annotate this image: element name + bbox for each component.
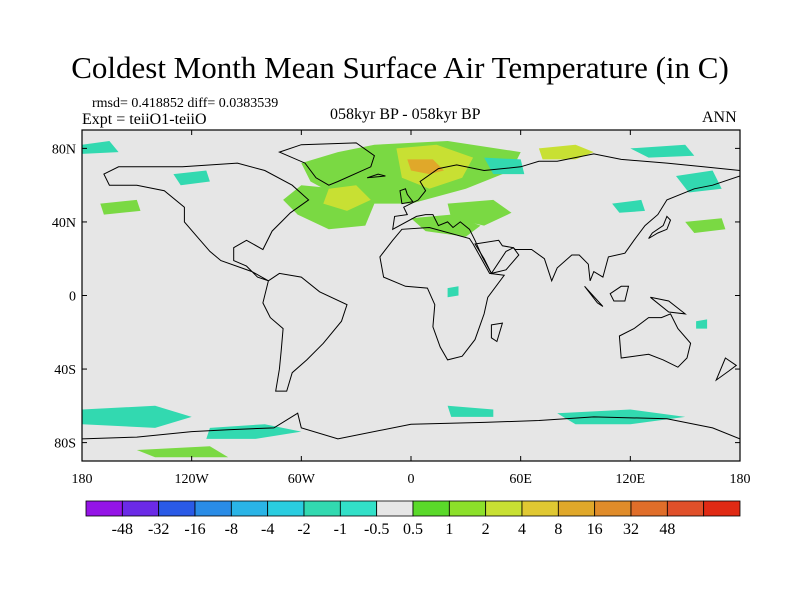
coastline-sumatra: [584, 285, 604, 307]
x-tick-label: 60E: [509, 472, 532, 487]
colorbar-label: -48: [112, 521, 133, 538]
y-tick-label: 40N: [52, 216, 76, 231]
colorbar-label: 32: [623, 521, 639, 538]
coastline-australia: [618, 313, 692, 368]
coastline-africa: [379, 226, 506, 361]
x-tick-label: 120W: [175, 472, 210, 487]
colorbar-label: -16: [184, 521, 205, 538]
map-content: [82, 141, 740, 458]
coastline-north-america: [103, 162, 310, 282]
x-tick-label: 180: [730, 472, 751, 487]
anomaly-region-southern-ocean-cyan-3: [557, 409, 686, 425]
colorbar-swatch: [121, 500, 160, 517]
anomaly-region-southern-ocean-cyan-2: [206, 424, 302, 439]
coastline-madagascar: [490, 322, 504, 343]
colorbar-label: -8: [225, 521, 238, 538]
colorbar-label: 8: [554, 521, 562, 538]
coastline-new-zealand: [715, 357, 738, 382]
coastline-eurasia: [392, 153, 740, 283]
coastline-arabia: [474, 239, 520, 274]
colorbar-label: 1: [445, 521, 453, 538]
colorbar-swatch: [158, 500, 196, 517]
colorbar-label: -1: [334, 521, 347, 538]
anomaly-region-north-cyan-5: [173, 170, 210, 186]
coastline-iceland: [366, 173, 386, 179]
colorbar-label: -2: [297, 521, 310, 538]
anomaly-region-tropical-cyan: [447, 286, 459, 298]
colorbar-swatch: [485, 500, 523, 517]
y-tick-label: 80S: [54, 437, 76, 452]
experiment-line: Expt = teiiO1-teiiO: [82, 111, 207, 128]
coastline-greenland: [278, 142, 375, 186]
colorbar-swatch: [557, 500, 596, 517]
colorbar-swatch: [594, 500, 632, 517]
colorbar-label: -4: [261, 521, 274, 538]
colorbar-swatch: [230, 500, 269, 517]
anomaly-region-north-cyan-6: [612, 199, 645, 213]
y-tick-label: 80N: [52, 142, 76, 157]
colorbar-swatch: [703, 500, 741, 517]
coastline-new-guinea: [650, 296, 687, 315]
coastline-south-america: [262, 272, 348, 392]
anomaly-region-north-atlantic-yellow: [323, 185, 371, 211]
coastline-great-britain: [399, 188, 414, 205]
colorbar-swatch: [666, 500, 705, 517]
x-tick-label: 60W: [288, 472, 316, 487]
colorbar-swatch: [194, 500, 232, 517]
period-line: 058kyr BP - 058kyr BP: [330, 106, 481, 123]
anomaly-region-pacific-green: [685, 218, 726, 233]
colorbar: -48 -32 -16 -8 -4 -2 -1 -0.5 0.5 1 2 4 8 16 32 48: [85, 500, 741, 538]
colorbar-swatch: [521, 500, 559, 517]
colorbar-swatch: [267, 500, 305, 517]
colorbar-swatch: [630, 500, 668, 517]
chart-title: Coldest Month Mean Surface Air Temperatu…: [71, 50, 729, 85]
colorbar-label: 48: [659, 521, 675, 538]
map-panel: 180 120W 60W 0 60E 120E 180 80N 40N 0 40S 80S: [52, 129, 751, 487]
x-tick-label: 120E: [616, 472, 646, 487]
colorbar-label: 0.5: [403, 521, 423, 538]
colorbar-swatch: [412, 500, 450, 517]
coastline-antarctica: [82, 412, 740, 440]
colorbar-label: 16: [587, 521, 603, 538]
colorbar-label: -32: [148, 521, 169, 538]
anomaly-region-siberia-yellow: [538, 144, 594, 160]
x-tick-label: 180: [72, 472, 93, 487]
colorbar-swatch: [85, 500, 123, 517]
anomaly-region-north-cyan-4: [82, 141, 119, 154]
anomaly-region-mediterranean-green: [411, 214, 481, 237]
anomaly-region-central-asia-green: [447, 199, 512, 226]
colorbar-label: -0.5: [364, 521, 389, 538]
anomaly-region-scandinavia-orange: [407, 159, 444, 175]
anomaly-region-north-cyan-3: [676, 170, 722, 193]
colorbar-swatch: [339, 500, 378, 517]
colorbar-swatch: [448, 500, 487, 517]
colorbar-label: 4: [518, 521, 526, 538]
colorbar-label: 2: [482, 521, 490, 538]
stats-line: rmsd= 0.418852 diff= 0.0383539: [92, 96, 279, 111]
anomaly-region-north-pacific-green: [100, 199, 141, 215]
colorbar-swatch: [376, 500, 414, 517]
anomaly-region-north-cyan-2: [630, 144, 695, 158]
season-label: ANN: [702, 109, 737, 126]
anomaly-region-tropical-cyan-2: [696, 319, 708, 329]
coastline-borneo: [609, 285, 630, 302]
anomaly-region-southern-ocean-cyan-1: [82, 405, 192, 428]
y-tick-label: 0: [69, 290, 76, 305]
coastline-japan: [648, 215, 672, 239]
anomaly-region-southern-ocean-green: [136, 446, 229, 458]
x-tick-label: 0: [408, 472, 415, 487]
y-tick-label: 40S: [54, 363, 76, 378]
anomaly-region-southern-ocean-cyan-4: [447, 405, 494, 417]
colorbar-swatch: [303, 500, 341, 517]
